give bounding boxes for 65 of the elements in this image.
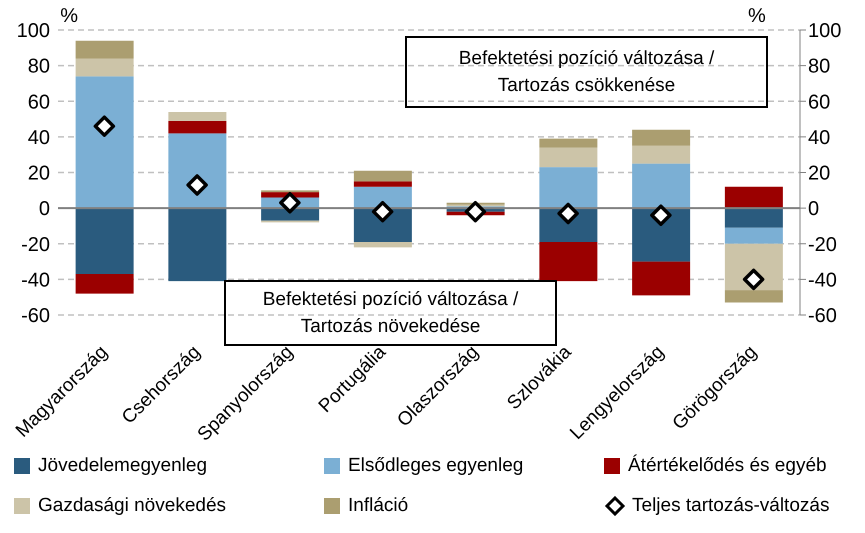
point: [186, 174, 208, 196]
bar: [76, 58, 134, 76]
text-box: Befektetési pozíció változása / Tartozás növekedése: [224, 280, 557, 346]
bar: [632, 130, 690, 146]
point: [372, 200, 394, 222]
bar: [168, 112, 226, 121]
bar: [539, 242, 598, 282]
bar: [76, 274, 134, 294]
legend-label: Átértékelődés és egyéb: [628, 455, 827, 477]
point: [464, 200, 486, 222]
bar: [354, 181, 412, 187]
bar: [632, 164, 690, 208]
point: [557, 202, 579, 224]
y-axis-title: %: [60, 5, 78, 28]
y2-tick-label: 0: [808, 198, 820, 220]
legend-label: Teljes tartozás-változás: [632, 495, 830, 517]
bar: [76, 208, 134, 274]
y-tick-label: 100: [16, 20, 50, 42]
y2-tick-label: 20: [808, 162, 830, 185]
bar: [168, 120, 226, 134]
bar: [539, 138, 598, 148]
y2-tick-label: 80: [808, 56, 830, 78]
bar: [539, 167, 598, 208]
bar: [724, 290, 783, 303]
bar: [724, 186, 783, 208]
text-box: Befektetési pozíció változása / Tartozás csökkenése: [405, 36, 768, 108]
point: [94, 115, 116, 137]
legend-label: Elsődleges egyenleg: [348, 455, 524, 477]
bar: [168, 133, 226, 208]
bar: [724, 208, 783, 228]
y-tick-label: -60: [21, 305, 50, 328]
y2-tick-label: -40: [808, 269, 837, 292]
y-tick-label: 40: [28, 126, 50, 149]
bar: [724, 228, 783, 244]
y-tick-label: -20: [21, 234, 50, 256]
bar: [632, 146, 690, 164]
bar: [354, 186, 412, 208]
y-tick-label: 80: [28, 56, 50, 78]
annotation: Befektetési pozíció változása / Tartozás növekedése: [262, 288, 520, 339]
y-tick-label: 60: [28, 91, 50, 114]
bar: [76, 76, 134, 208]
y2-axis-title: %: [748, 5, 766, 28]
y2-tick-label: 60: [808, 91, 830, 114]
point: [742, 268, 764, 290]
y2-tick-label: -20: [808, 234, 837, 256]
legend-label: Jövedelemegyenleg: [38, 455, 208, 477]
bar: [354, 242, 412, 248]
y-tick-label: 20: [28, 162, 50, 185]
point: [279, 192, 301, 214]
bar: [168, 208, 226, 282]
annotation: Befektetési pozíció változása / Tartozás csökkenése: [458, 47, 716, 98]
bar: [632, 262, 690, 296]
bar: [724, 244, 783, 290]
point: [650, 204, 672, 226]
y-tick-label: 0: [38, 198, 50, 220]
y-tick-label: -40: [21, 269, 50, 292]
bar: [354, 170, 412, 182]
bar: [76, 40, 134, 58]
legend-label: Infláció: [348, 495, 408, 517]
y2-tick-label: 100: [808, 20, 842, 42]
y2-tick-label: 40: [808, 126, 830, 149]
bar: [632, 208, 690, 262]
bar: [539, 148, 598, 168]
legend-label: Gazdasági növekedés: [38, 495, 226, 517]
y2-tick-label: -60: [808, 305, 837, 328]
